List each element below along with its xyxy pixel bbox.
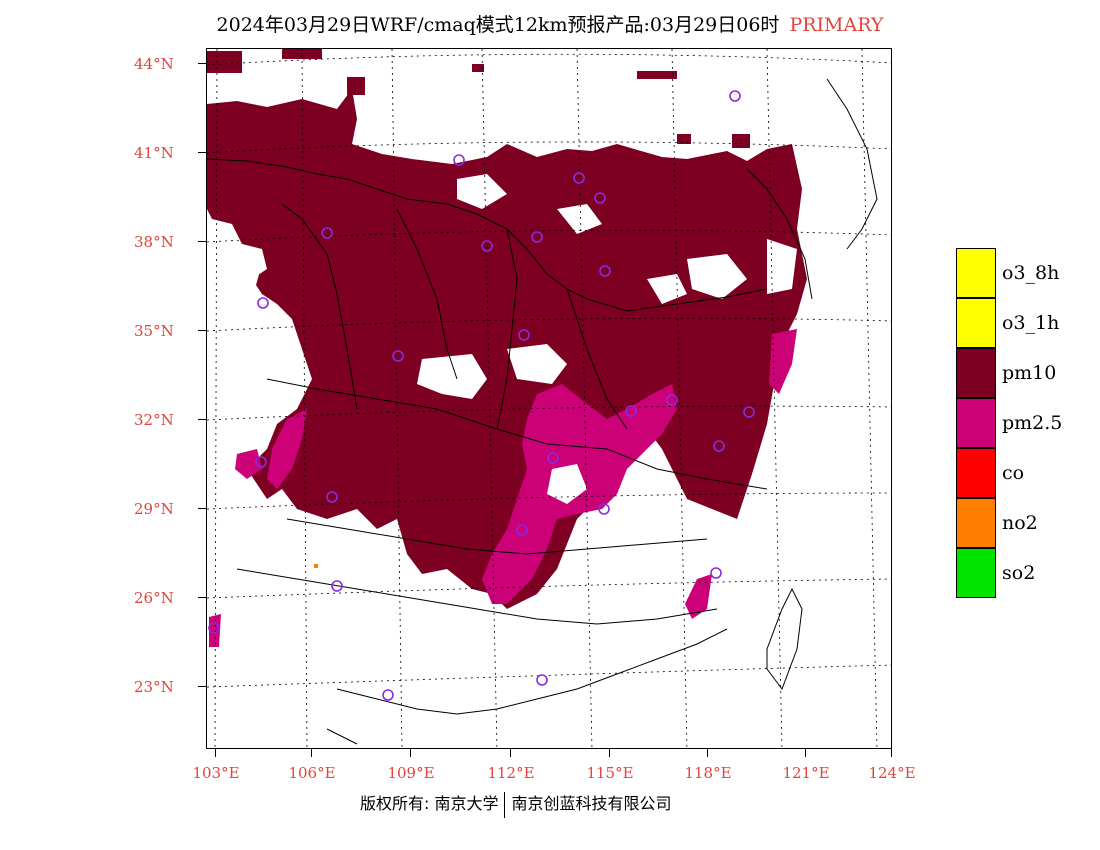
- station-marker: [531, 231, 543, 243]
- graticule: [207, 49, 891, 748]
- legend-label: pm2.5: [1002, 412, 1063, 434]
- lat-label: 26°N: [134, 589, 174, 607]
- boundary-lines: [207, 78, 878, 745]
- station-marker: [710, 567, 722, 579]
- lon-label: 109°E: [387, 764, 435, 782]
- lon-label: 118°E: [684, 764, 732, 782]
- station-marker: [573, 172, 585, 184]
- legend-swatch: [956, 448, 996, 498]
- legend-swatch: [956, 298, 996, 348]
- footer-divider: [504, 791, 506, 818]
- station-marker: [321, 227, 333, 239]
- station-marker: [625, 405, 637, 417]
- lon-label: 115°E: [586, 764, 634, 782]
- legend-label: pm10: [1002, 362, 1057, 384]
- station-marker: [382, 689, 394, 701]
- title-text: 2024年03月29日WRF/cmaq模式12km预报产品:03月29日06时: [216, 14, 780, 36]
- station-marker: [743, 406, 755, 418]
- station-marker: [536, 674, 548, 686]
- legend-label: co: [1002, 462, 1025, 484]
- station-marker: [598, 503, 610, 515]
- lon-label: 103°E: [192, 764, 240, 782]
- legend-swatch: [956, 548, 996, 598]
- station-marker: [518, 329, 530, 341]
- lat-label: 32°N: [134, 411, 174, 429]
- legend-swatch: [956, 248, 996, 298]
- station-marker: [666, 394, 678, 406]
- station-marker: [331, 580, 343, 592]
- station-marker: [599, 265, 611, 277]
- station-marker: [729, 90, 741, 102]
- station-marker: [713, 440, 725, 452]
- lat-label: 23°N: [134, 678, 174, 696]
- legend-swatch: [956, 398, 996, 448]
- legend-label: o3_1h: [1002, 312, 1060, 334]
- station-marker: [326, 491, 338, 503]
- legend-label: no2: [1002, 512, 1038, 534]
- pollution-map: [207, 49, 891, 748]
- legend-label: so2: [1002, 562, 1036, 584]
- lat-label: 29°N: [134, 500, 174, 518]
- station-marker: [255, 456, 267, 468]
- legend-label: o3_8h: [1002, 262, 1060, 284]
- lat-label: 38°N: [134, 233, 174, 251]
- lat-label: 44°N: [134, 55, 174, 73]
- station-marker: [257, 297, 269, 309]
- lon-label: 121°E: [782, 764, 830, 782]
- legend-swatch: [956, 348, 996, 398]
- lon-label: 112°E: [487, 764, 535, 782]
- footer-right: 南京创蓝科技有限公司: [511, 794, 672, 813]
- station-marker: [453, 154, 465, 166]
- lat-label: 35°N: [134, 322, 174, 340]
- station-marker: [516, 524, 528, 536]
- copyright-footer: 版权所有: 南京大学 南京创蓝科技有限公司: [360, 790, 672, 818]
- station-marker: [208, 622, 220, 634]
- lon-label: 124°E: [868, 764, 916, 782]
- station-markers: [208, 90, 755, 701]
- map-panel: [206, 48, 892, 749]
- primary-tag: PRIMARY: [789, 14, 884, 36]
- legend-swatch: [956, 498, 996, 548]
- footer-left: 版权所有: 南京大学: [360, 794, 499, 813]
- station-marker: [392, 350, 404, 362]
- station-marker: [481, 240, 493, 252]
- station-marker: [594, 192, 606, 204]
- map-title: 2024年03月29日WRF/cmaq模式12km预报产品:03月29日06时 P…: [0, 10, 1100, 37]
- lat-label: 41°N: [134, 144, 174, 162]
- lon-label: 106°E: [288, 764, 336, 782]
- station-marker: [547, 452, 559, 464]
